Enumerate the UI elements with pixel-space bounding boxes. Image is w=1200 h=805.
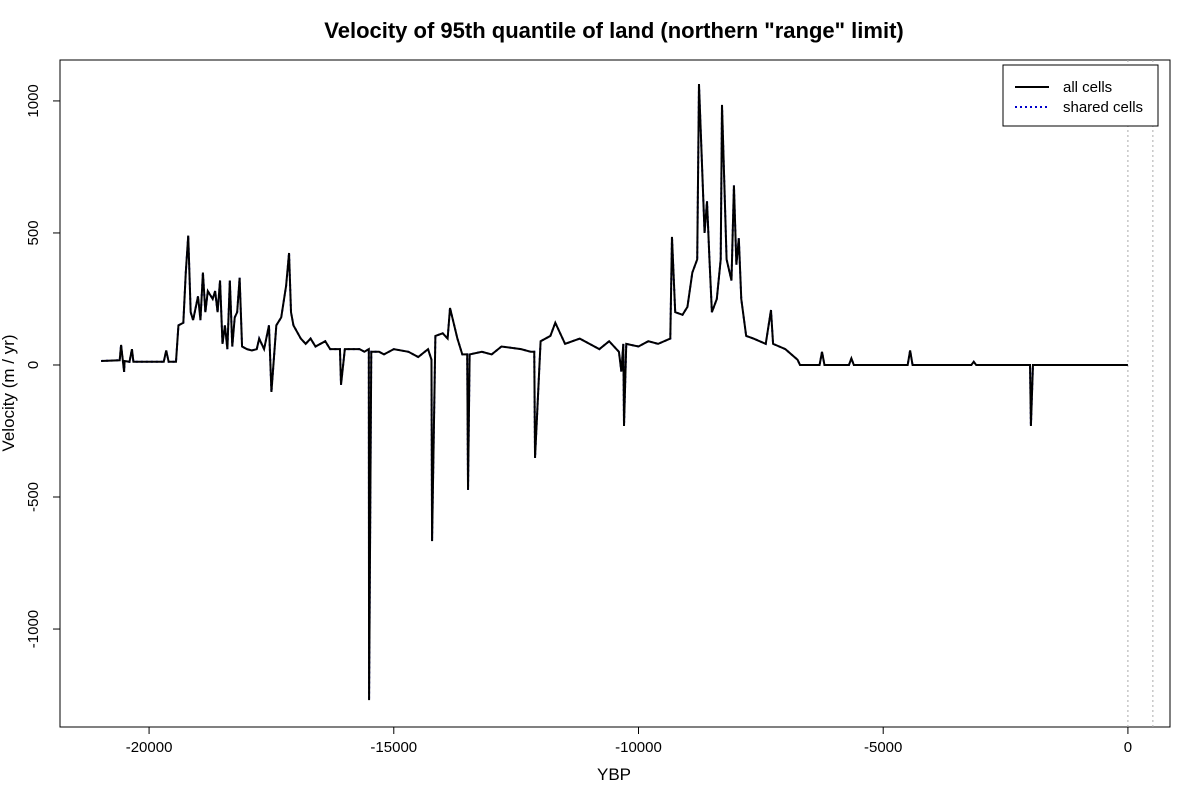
chart-title: Velocity of 95th quantile of land (north… bbox=[324, 18, 903, 43]
legend-box bbox=[1002, 64, 1159, 127]
data-line bbox=[101, 83, 1128, 701]
legend-label: all cells bbox=[1063, 79, 1112, 96]
x-tick-label: -10000 bbox=[615, 739, 662, 756]
x-tick-label: -15000 bbox=[370, 739, 417, 756]
y-tick-label: 0 bbox=[25, 361, 42, 369]
data-line bbox=[101, 83, 1128, 701]
x-tick-label: 0 bbox=[1124, 739, 1132, 756]
x-axis-label: YBP bbox=[597, 765, 631, 784]
y-tick-label: 1000 bbox=[25, 84, 42, 117]
y-tick-label: -1000 bbox=[25, 610, 42, 648]
y-tick-label: 500 bbox=[25, 220, 42, 245]
legend-label: shared cells bbox=[1063, 99, 1143, 116]
x-tick-label: -5000 bbox=[864, 739, 902, 756]
legend: all cells shared cells bbox=[1002, 64, 1159, 127]
y-tick-label: -500 bbox=[25, 482, 42, 512]
x-tick-label: -20000 bbox=[126, 739, 173, 756]
plot-frame bbox=[59, 59, 1171, 728]
y-axis-label: Velocity (m / yr) bbox=[0, 334, 18, 451]
